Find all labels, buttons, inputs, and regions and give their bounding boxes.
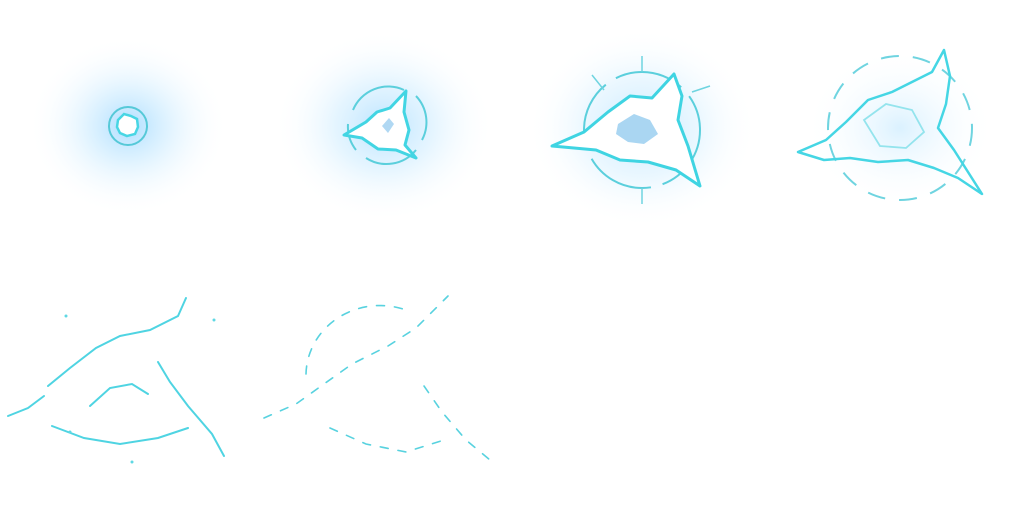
frame-6-graphic bbox=[263, 295, 491, 461]
frame-7-empty bbox=[512, 256, 768, 512]
frame-8-empty bbox=[768, 256, 1024, 512]
frame-5-graphic bbox=[7, 297, 225, 464]
frame-6 bbox=[256, 256, 512, 512]
frame-4 bbox=[768, 0, 1024, 256]
inner-wisp bbox=[382, 118, 394, 133]
energy-fragments bbox=[263, 295, 491, 461]
energy-fragments bbox=[7, 297, 225, 457]
inner-fragments bbox=[862, 103, 926, 149]
frame-2 bbox=[256, 0, 512, 256]
crosshair-lines bbox=[591, 56, 711, 204]
frame-1-graphic bbox=[28, 36, 228, 216]
frame-3-graphic bbox=[527, 28, 757, 228]
frame-3 bbox=[512, 0, 768, 256]
dashed-ring bbox=[827, 55, 973, 201]
frame-1 bbox=[0, 0, 256, 256]
inner-wisp bbox=[616, 114, 658, 144]
frame-2-graphic bbox=[274, 30, 494, 222]
frame-5 bbox=[0, 256, 256, 512]
frame-4-graphic bbox=[796, 48, 995, 208]
energy-core bbox=[342, 89, 418, 160]
energy-fragments bbox=[796, 48, 984, 196]
spark-dots bbox=[64, 314, 216, 464]
energy-ring bbox=[108, 106, 148, 146]
energy-core bbox=[115, 112, 140, 138]
